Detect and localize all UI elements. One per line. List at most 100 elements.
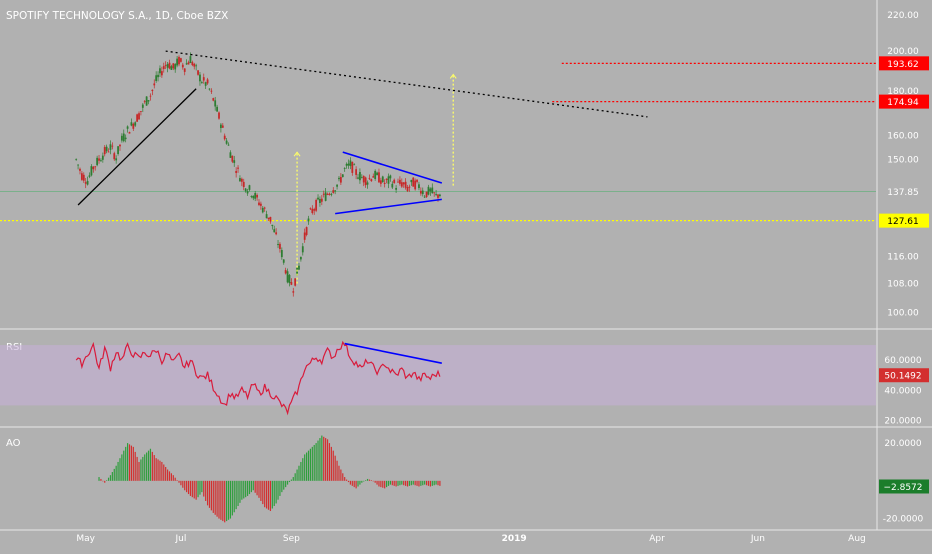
ao-bar [269, 480, 272, 512]
ao-bar [140, 459, 142, 481]
candle-body [185, 63, 188, 65]
candle-body [212, 98, 215, 101]
candle-body [191, 62, 194, 66]
ao-bar [306, 452, 308, 481]
ao-bar [321, 435, 323, 481]
ao-bar [184, 480, 186, 491]
candle-body [414, 180, 417, 190]
ao-bar [146, 452, 148, 481]
candle-body [227, 144, 230, 146]
rsi-value-label: 50.1492 [884, 372, 921, 382]
ao-bar [420, 480, 422, 486]
candle-body [370, 179, 373, 182]
ao-bar [319, 438, 321, 481]
candle-body [220, 124, 222, 129]
candle-body [399, 179, 401, 184]
ao-bar [260, 480, 262, 501]
ao-bar [126, 443, 129, 481]
candle-body [406, 186, 409, 192]
candle-body [425, 191, 428, 197]
candle-body [153, 83, 156, 86]
triangle-lower-line [335, 198, 442, 215]
candle-body [317, 197, 319, 200]
candle-body [298, 265, 300, 270]
candle-body [208, 88, 211, 90]
ao-bar [361, 480, 363, 483]
ao-bar [435, 480, 437, 485]
ao-bar [424, 480, 426, 485]
candle-body [338, 177, 340, 180]
candle-body [379, 180, 382, 184]
candle-body [284, 270, 287, 274]
candle-body [157, 74, 159, 78]
candle-body [143, 101, 146, 103]
candle-body [119, 144, 121, 147]
candle-body [320, 198, 323, 202]
candle-body [80, 173, 83, 180]
candle-body [393, 179, 396, 184]
ao-bar [163, 464, 165, 481]
price-tick-label: 100.00 [887, 309, 919, 319]
ao-bar [132, 446, 134, 481]
candle-body [138, 113, 140, 120]
candle-body [400, 182, 403, 187]
ao-bar [351, 480, 353, 486]
ao-bar [193, 480, 195, 499]
candle-body [239, 178, 241, 182]
ao-bar [412, 480, 414, 485]
ao-bar [286, 480, 289, 485]
candle-body [113, 153, 116, 160]
ao-bar [220, 480, 222, 520]
candle-body [319, 198, 321, 204]
candle-body [134, 122, 137, 126]
candle-body [437, 194, 439, 198]
ao-bar [292, 477, 294, 481]
candle-body [187, 62, 190, 65]
ao-bar [121, 454, 123, 481]
ao-bar [189, 480, 192, 496]
ao-bar [397, 480, 399, 486]
ao-bar [205, 480, 207, 501]
ao-bar [214, 480, 216, 515]
candle-body [410, 179, 413, 183]
candle-body [162, 66, 165, 70]
ao-bar [302, 458, 304, 481]
candle-body [404, 181, 407, 188]
candle-body [240, 178, 243, 182]
ao-bar [340, 469, 342, 481]
ao-bar [298, 465, 300, 481]
candle-body [341, 174, 344, 178]
ao-bar [195, 480, 197, 500]
candle-body [387, 176, 390, 184]
candle-body [82, 174, 85, 181]
candle-body [412, 177, 415, 187]
candle-body [124, 137, 127, 140]
ao-bar [281, 480, 283, 493]
candle-body [315, 199, 318, 211]
ao-bar [437, 480, 439, 486]
ao-bar [347, 480, 350, 483]
ao-bar [151, 451, 153, 481]
measured-move-right-arrow [449, 73, 457, 79]
ao-bar [107, 477, 110, 481]
candle-body [351, 161, 354, 173]
ao-bar [323, 436, 325, 481]
candle-body [334, 190, 337, 192]
candle-body [355, 169, 358, 175]
candle-body [132, 123, 135, 129]
candle-body [423, 196, 426, 198]
ao-bar [382, 480, 384, 488]
ao-bar [113, 468, 115, 481]
candle-body [277, 244, 279, 246]
candle-body [235, 171, 238, 173]
candle-body [374, 170, 377, 180]
candle-body [159, 68, 161, 74]
ao-bar [399, 480, 401, 486]
candle-body [419, 190, 422, 194]
ao-bar [262, 480, 264, 505]
candle-body [180, 58, 182, 62]
grid-layer [0, 0, 932, 531]
ao-bar [357, 480, 359, 487]
